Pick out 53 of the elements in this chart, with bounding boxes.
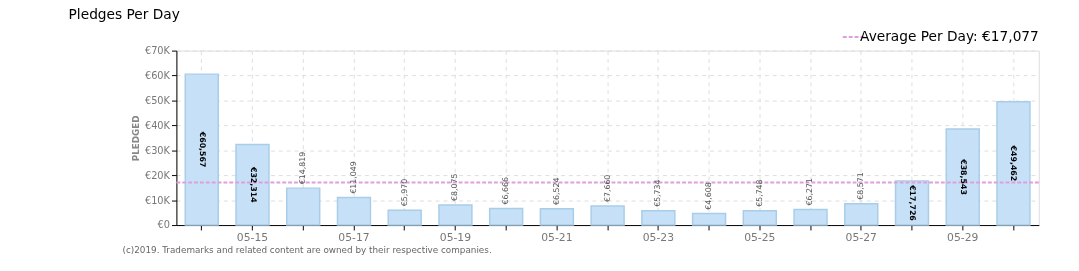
x-tick-label: 05-23 <box>642 231 674 245</box>
data-label: €17,726 <box>908 184 918 222</box>
y-tick-label: €20K <box>144 169 171 181</box>
data-label: €11,049 <box>348 161 358 194</box>
x-tick-label: 05-27 <box>845 231 877 245</box>
chart-title: Pledges Per Day <box>68 6 180 23</box>
x-tick-label: 05-25 <box>744 231 776 245</box>
bar <box>691 212 727 226</box>
bar <box>235 143 270 226</box>
x-tick-label: 05-29 <box>947 231 979 245</box>
bar <box>387 209 422 226</box>
bar <box>844 202 879 226</box>
x-tick-label: 05-15 <box>236 231 269 245</box>
data-label: €49,462 <box>1009 144 1019 182</box>
data-label: €6,666 <box>501 177 511 205</box>
bar <box>945 128 980 226</box>
bar <box>488 207 524 226</box>
x-tick-label: 05-19 <box>439 231 472 245</box>
y-tick-label: €40K <box>144 119 171 131</box>
y-axis-title: PLEDGED <box>131 115 142 162</box>
y-tick-label: €10K <box>144 194 171 206</box>
data-label: €14,819 <box>298 151 308 185</box>
bar <box>641 210 676 226</box>
bar <box>438 204 473 226</box>
bar <box>742 210 778 226</box>
data-label: €5,734 <box>653 179 663 207</box>
data-label: €60,567 <box>197 130 207 168</box>
y-tick-label: €70K <box>144 45 171 57</box>
data-label: €5,970 <box>399 178 409 207</box>
bar <box>793 208 828 226</box>
legend-label: Average Per Day: €17,077 <box>860 27 1039 44</box>
data-label: €7,660 <box>602 174 612 203</box>
bar <box>336 196 372 226</box>
data-label: €6,271 <box>805 178 815 206</box>
x-tick-label: 05-17 <box>338 231 370 245</box>
bar <box>996 101 1031 226</box>
bar <box>184 73 219 226</box>
bar <box>590 205 625 226</box>
y-tick-label: €0 <box>157 219 171 231</box>
x-tick-label: 05-21 <box>541 231 573 245</box>
text: (c)2019. Trademarks and related content are owned by their respective companies. <box>122 245 492 256</box>
data-label: €38,543 <box>958 158 968 195</box>
data-label: €6,524 <box>551 177 561 205</box>
data-label: €8,075 <box>450 173 460 202</box>
data-label: €8,571 <box>856 172 866 200</box>
data-label: €4,608 <box>704 182 714 210</box>
data-label: €5,748 <box>754 179 764 207</box>
y-tick-label: €30K <box>144 144 171 156</box>
bar <box>539 208 575 226</box>
data-label: €32,314 <box>248 165 258 204</box>
bar <box>286 187 321 226</box>
y-tick-label: €50K <box>144 94 171 106</box>
y-tick-label: €60K <box>144 69 171 81</box>
